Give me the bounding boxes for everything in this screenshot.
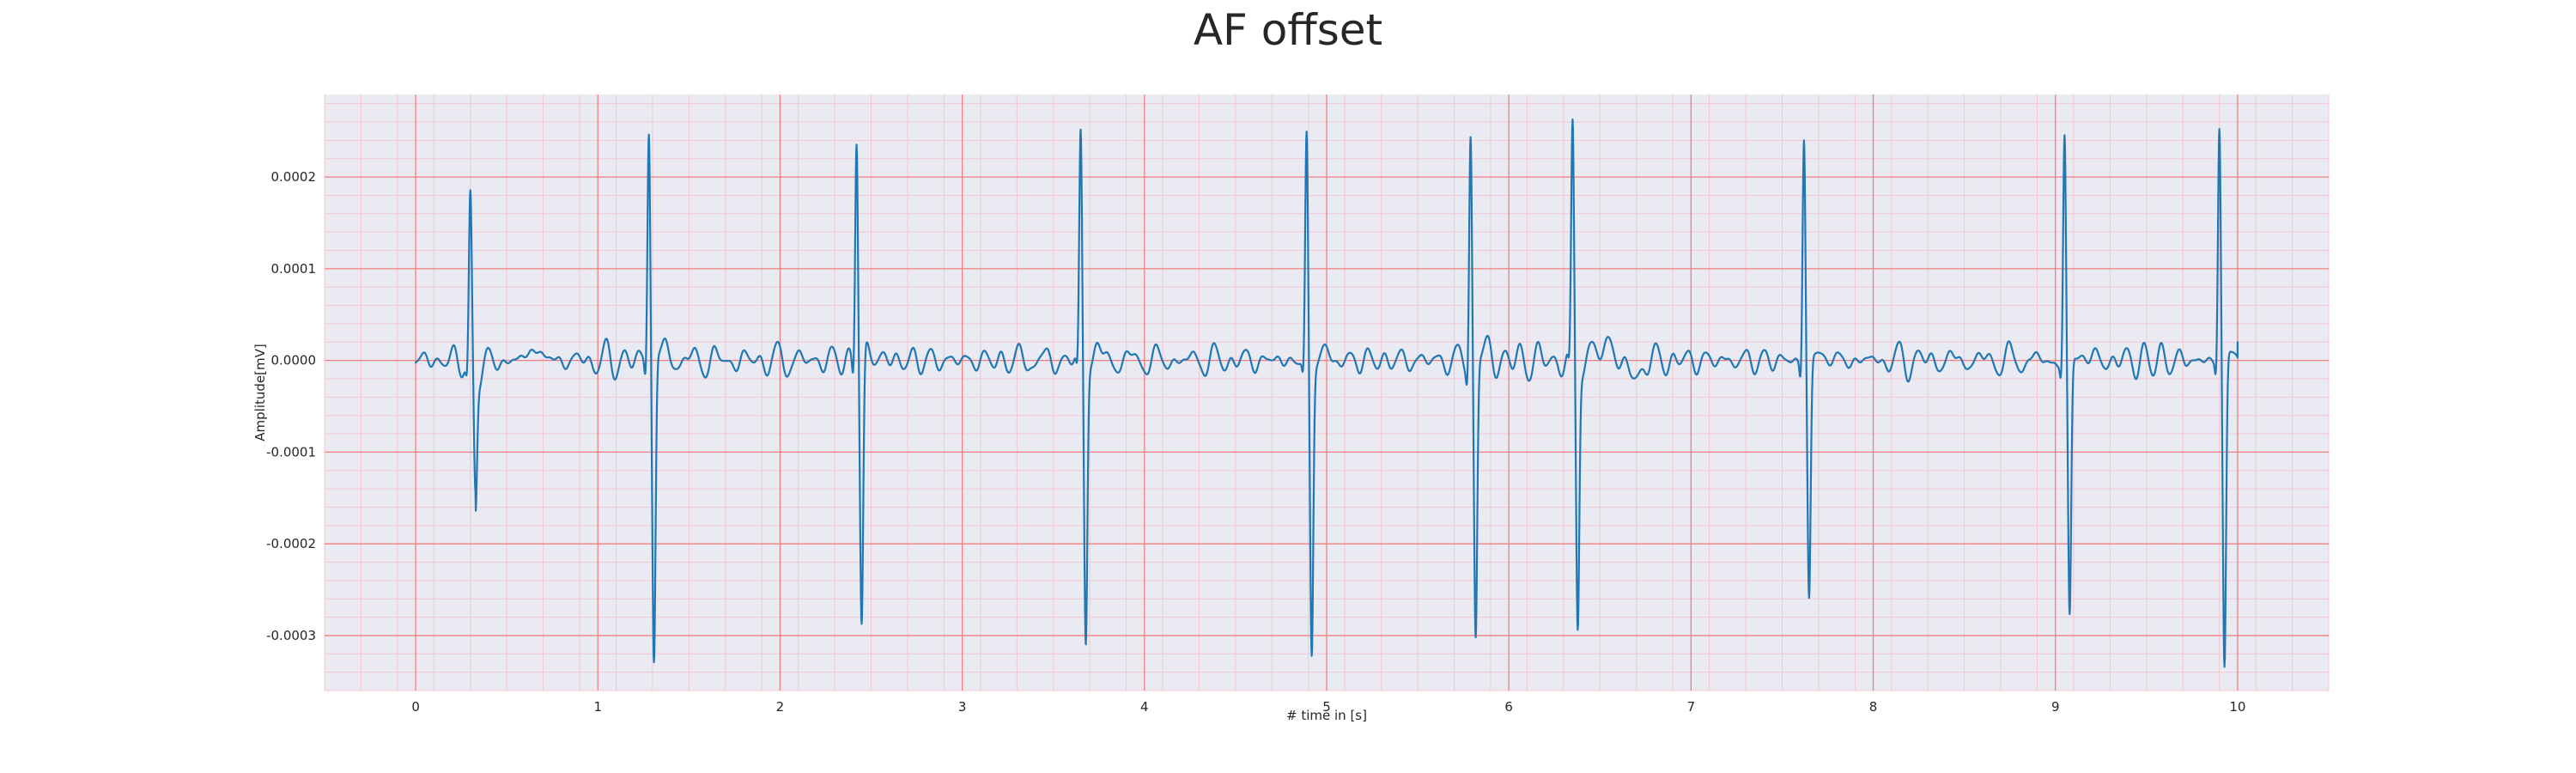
chart-title: AF offset bbox=[1194, 5, 1382, 55]
y-axis-label: Amplitude[mV] bbox=[252, 344, 268, 441]
x-tick-label: 4 bbox=[1140, 699, 1149, 715]
y-tick-label: 0.0001 bbox=[271, 261, 317, 277]
x-tick-label: 7 bbox=[1687, 699, 1696, 715]
y-tick-label: -0.0001 bbox=[266, 444, 316, 460]
y-tick-labels: 0.0002 0.0001 0.0000 -0.0001 -0.0002 -0.0003 bbox=[266, 169, 316, 643]
x-tick-label: 6 bbox=[1504, 699, 1513, 715]
x-axis-label: # time in [s] bbox=[1286, 708, 1367, 723]
x-tick-label: 8 bbox=[1869, 699, 1878, 715]
y-tick-label: -0.0002 bbox=[266, 536, 316, 551]
y-tick-label: -0.0003 bbox=[266, 628, 316, 643]
x-tick-label: 10 bbox=[2229, 699, 2245, 715]
x-tick-label: 9 bbox=[2051, 699, 2060, 715]
y-tick-label: 0.0002 bbox=[271, 169, 317, 185]
x-tick-label: 1 bbox=[593, 699, 602, 715]
x-tick-label: 2 bbox=[776, 699, 785, 715]
x-tick-label: 0 bbox=[411, 699, 420, 715]
y-tick-label: 0.0000 bbox=[271, 353, 317, 368]
x-tick-label: 3 bbox=[958, 699, 967, 715]
